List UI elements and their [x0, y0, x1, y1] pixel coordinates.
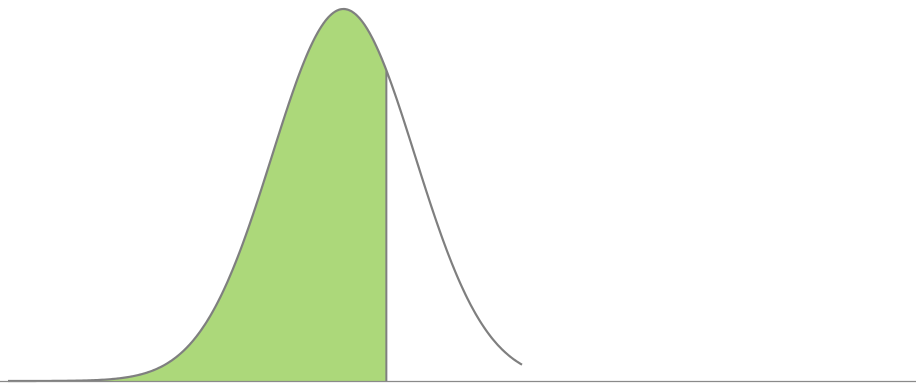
normal-curve [8, 7, 523, 383]
curve-group [8, 7, 523, 383]
shaded-area [8, 9, 387, 381]
shaded-area-group [8, 9, 387, 381]
